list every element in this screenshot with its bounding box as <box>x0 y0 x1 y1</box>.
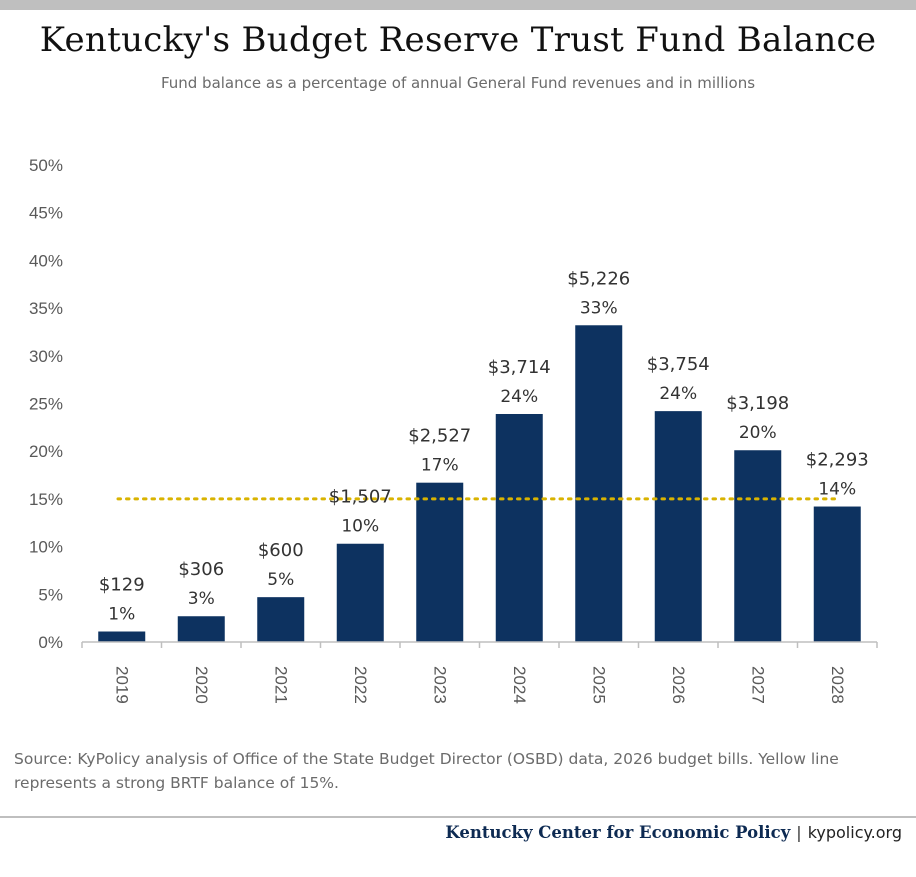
bar-2021 <box>257 597 305 642</box>
footer-org: Kentucky Center for Economic Policy <box>445 823 791 842</box>
footer-separator: | <box>796 823 802 842</box>
x-tick-label: 2019 <box>112 666 131 704</box>
bar-2025 <box>575 325 623 642</box>
y-tick-label: 35% <box>29 299 63 318</box>
percent-label: 5% <box>267 570 294 590</box>
bar-2026 <box>654 411 702 642</box>
source-note: Source: KyPolicy analysis of Office of t… <box>14 750 839 792</box>
chart-subtitle: Fund balance as a percentage of annual G… <box>160 74 756 92</box>
percent-label: 17% <box>421 456 459 476</box>
percent-label: 24% <box>500 387 538 407</box>
bar-2022 <box>336 543 384 642</box>
y-tick-label: 30% <box>29 347 63 366</box>
bar-2028 <box>813 506 861 642</box>
percent-label: 3% <box>188 589 215 609</box>
chart-title: Kentucky's Budget Reserve Trust Fund Bal… <box>39 20 877 60</box>
y-tick-label: 20% <box>29 442 63 461</box>
percent-label: 24% <box>659 384 697 404</box>
percent-label: 10% <box>341 517 379 537</box>
dollar-label: $2,293 <box>806 450 869 471</box>
x-tick-label: 2028 <box>828 666 847 704</box>
x-tick-label: 2026 <box>669 666 688 704</box>
y-tick-label: 25% <box>29 395 63 414</box>
dollar-label: $5,226 <box>567 268 630 289</box>
x-tick-label: 2020 <box>192 666 211 704</box>
top-rule <box>0 0 916 10</box>
dollar-label: $600 <box>258 540 304 561</box>
x-tick-label: 2022 <box>351 666 370 704</box>
y-tick-label: 5% <box>38 585 63 604</box>
dollar-label: $3,714 <box>488 357 551 378</box>
y-tick-label: 15% <box>29 490 63 509</box>
bar-chart: 0% 5% 10% 15% 20% 25% 30% 35% 40% 45% 50% 2019 2020 2… <box>29 156 878 704</box>
percent-label: 20% <box>739 423 777 443</box>
y-tick-label: 40% <box>29 251 63 270</box>
dollar-label: $3,754 <box>647 354 710 375</box>
dollar-label: $306 <box>178 559 224 580</box>
bar-2020 <box>177 616 225 642</box>
percent-label: 1% <box>108 605 135 625</box>
percent-label: 33% <box>580 298 618 318</box>
dollar-label: $129 <box>99 575 145 596</box>
y-tick-label: 0% <box>38 633 63 652</box>
y-tick-label: 45% <box>29 204 63 223</box>
dollar-label: $1,507 <box>329 487 392 508</box>
bottom-rule <box>0 816 916 818</box>
dollar-label: $2,527 <box>408 426 471 447</box>
x-tick-label: 2024 <box>510 666 529 704</box>
y-tick-label: 10% <box>29 538 63 557</box>
x-tick-label: 2025 <box>589 666 608 704</box>
dollar-label: $3,198 <box>726 393 789 414</box>
footer: Kentucky Center for Economic Policy | kypo… <box>445 823 902 842</box>
bar-2024 <box>495 413 543 642</box>
bar-2027 <box>734 450 782 642</box>
percent-label: 14% <box>818 480 856 500</box>
bar-2023 <box>416 482 464 642</box>
y-tick-label: 50% <box>29 156 63 175</box>
x-tick-label: 2023 <box>430 666 449 704</box>
footer-site-link[interactable]: kypolicy.org <box>807 823 902 842</box>
x-tick-label: 2021 <box>271 666 290 704</box>
x-tick-label: 2027 <box>748 666 767 704</box>
bar-2019 <box>98 631 146 642</box>
